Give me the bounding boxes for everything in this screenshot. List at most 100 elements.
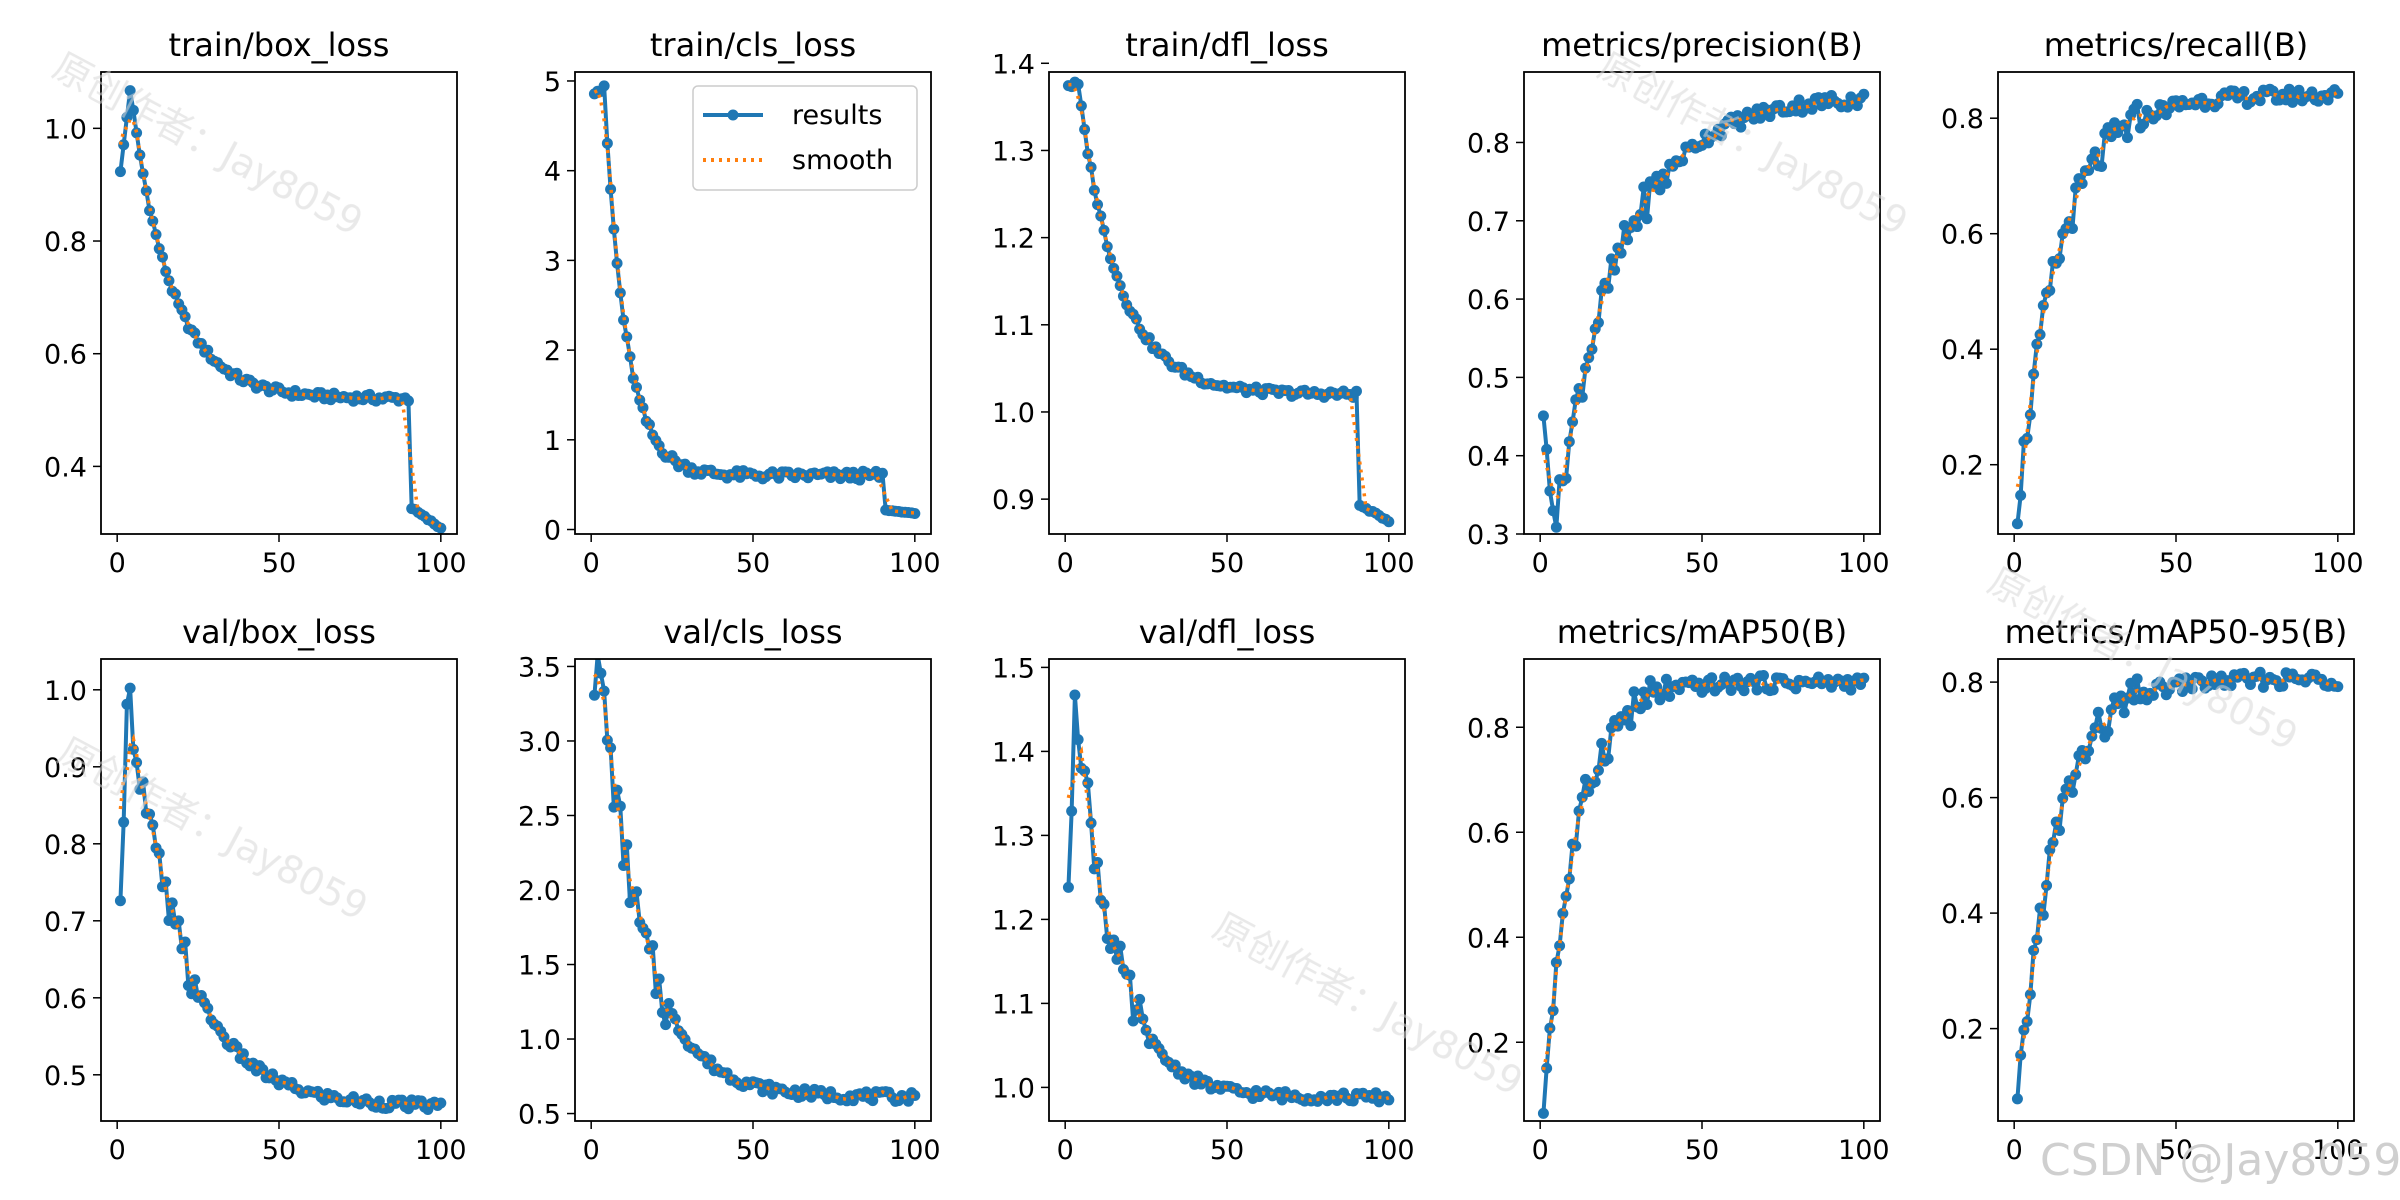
y-tick-label: 2.5 [518, 801, 561, 832]
results-point [166, 897, 178, 909]
results-point [1550, 521, 1562, 533]
results-point [237, 1048, 249, 1060]
results-point [2028, 944, 2040, 956]
results-point [1554, 940, 1566, 952]
axes-frame [574, 658, 932, 1122]
results-point [2121, 132, 2133, 144]
y-tick-label: 0.7 [44, 907, 87, 938]
subplot-title: metrics/recall(B) [2044, 26, 2309, 64]
plot-area [588, 80, 921, 520]
y-tick-label: 2 [544, 336, 561, 367]
results-point [656, 1007, 668, 1018]
results-point [189, 974, 201, 986]
results-point [2225, 680, 2237, 692]
results-point [876, 467, 888, 479]
subplot-train-dfl-loss: train/dfl_loss 0 50 100 0.9 1.0 1.1 1.2 1.3 1.4 [992, 26, 1415, 579]
y-tick-label: 1.4 [992, 737, 1035, 768]
results-point [1706, 672, 1718, 684]
plot-area [2011, 83, 2344, 530]
smooth-series-line [118, 116, 442, 528]
subplot-title: val/dfl_loss [1139, 613, 1316, 651]
results-point [867, 1095, 879, 1107]
y-tick-label: 0.4 [44, 452, 87, 483]
results-point [150, 229, 162, 241]
results-point [1069, 689, 1081, 701]
results-point [1664, 690, 1676, 702]
smooth-series-line [1066, 745, 1390, 1103]
x-tick-label: 0 [1057, 548, 1074, 579]
results-point [231, 1041, 243, 1053]
results-point [2066, 223, 2078, 235]
results-point [1622, 234, 1634, 246]
results-point [147, 215, 159, 227]
x-tick-label: 0 [583, 1135, 600, 1166]
y-tick-label: 0.2 [1941, 1015, 1984, 1046]
results-point [624, 351, 636, 363]
y-tick-label: 0.6 [1941, 784, 1984, 815]
x-tick-label: 50 [1685, 1135, 1719, 1166]
y-tick-label: 0.8 [44, 227, 87, 258]
results-point [1114, 940, 1126, 952]
y-tick-label: 0.6 [44, 340, 87, 371]
y-tick-label: 0.2 [1467, 1028, 1510, 1059]
results-point [1767, 684, 1779, 696]
results-point [2254, 95, 2266, 107]
x-tick-label: 50 [1210, 1135, 1244, 1166]
x-tick-label: 0 [1532, 1135, 1549, 1166]
results-point [140, 185, 152, 197]
results-point [1657, 168, 1669, 180]
results-point [1602, 282, 1614, 294]
results-point [608, 223, 620, 235]
subplot-val-dfl-loss: val/dfl_loss 0 50 100 1.0 1.1 1.2 1.3 1.4 1.5 [992, 613, 1415, 1166]
results-point [1660, 673, 1672, 685]
csdn-watermark: CSDN @Jay8059 [2040, 1135, 2400, 1186]
subplot-metrics-precision-b: metrics/precision(B) 0 50 100 0.3 0.4 0.5 0.6 0.… [1467, 26, 1890, 579]
y-tick-label: 1.0 [992, 1073, 1035, 1104]
smooth-series-line [593, 88, 915, 515]
results-point [1715, 130, 1727, 142]
results-point [1641, 213, 1653, 225]
axes-frame [100, 71, 458, 535]
plot-area [114, 682, 447, 1116]
y-tick-label: 1.3 [992, 821, 1035, 852]
subplot-title: metrics/precision(B) [1541, 26, 1863, 64]
results-point [2238, 85, 2250, 97]
results-point [1127, 1015, 1139, 1027]
y-tick-label: 0.5 [518, 1100, 561, 1131]
subplot-train-box-loss: train/box_loss 0 50 100 0.4 0.6 0.8 1.0 [44, 26, 467, 579]
axes-frame [1048, 71, 1406, 535]
results-point [1383, 1094, 1395, 1106]
x-tick-label: 0 [2006, 548, 2023, 579]
axes-frame [1997, 71, 2355, 535]
results-point [1628, 686, 1640, 698]
x-tick-label: 50 [736, 548, 770, 579]
y-tick-label: 0.4 [1467, 442, 1510, 473]
results-point [1082, 777, 1094, 789]
results-point [435, 1097, 447, 1109]
results-point [653, 973, 665, 985]
results-point [1806, 103, 1818, 115]
x-tick-label: 100 [2312, 548, 2364, 579]
plot-area [1537, 670, 1870, 1119]
axes-frame [1523, 71, 1881, 535]
smooth-series-line [1068, 82, 1390, 522]
results-point [1143, 332, 1155, 344]
smooth-series-line [593, 673, 915, 1102]
x-tick-label: 50 [262, 548, 296, 579]
results-point [2031, 934, 2043, 946]
results-point [2011, 1093, 2023, 1105]
results-point [1072, 734, 1084, 746]
legend-smooth-label: smooth [792, 145, 893, 176]
results-point [121, 698, 133, 710]
x-tick-label: 100 [1363, 1135, 1415, 1166]
smooth-series-line [1541, 678, 1864, 1071]
results-point [2096, 160, 2108, 172]
results-point [1082, 148, 1094, 160]
subplot-title: val/box_loss [182, 613, 376, 651]
results-point [1596, 737, 1608, 749]
x-tick-label: 0 [1532, 548, 1549, 579]
results-point [118, 139, 130, 151]
results-point [909, 508, 921, 520]
results-point [2037, 300, 2049, 312]
x-tick-label: 100 [889, 1135, 941, 1166]
